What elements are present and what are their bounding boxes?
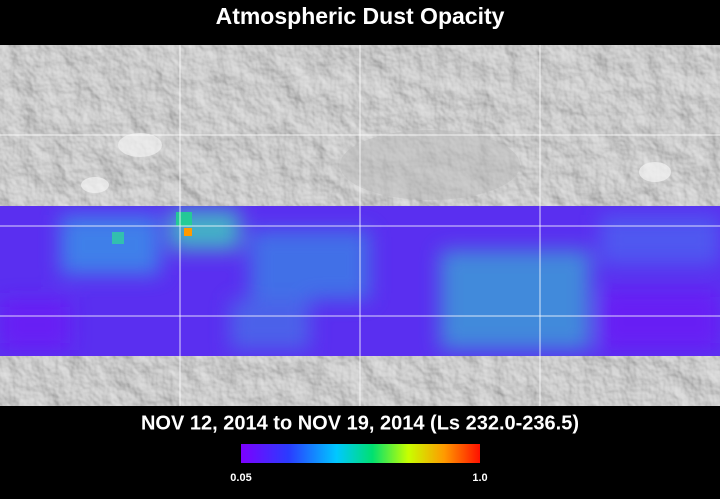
colorbar — [241, 444, 480, 463]
colorbar-tick-label: 0.05 — [230, 472, 251, 484]
colorbar-tick-label: 1.0 — [472, 472, 487, 484]
graticule — [0, 45, 720, 406]
title: Atmospheric Dust Opacity — [216, 3, 505, 29]
period: NOV 12, 2014 to NOV 19, 2014 (Ls 232.0-2… — [141, 412, 579, 434]
